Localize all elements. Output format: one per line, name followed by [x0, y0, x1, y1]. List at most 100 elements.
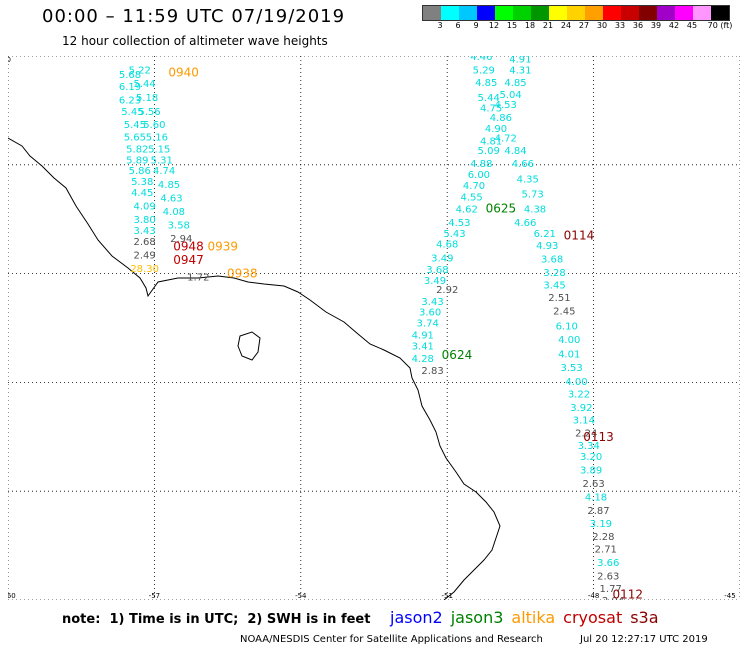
wave-height-value: 4.28 [412, 354, 434, 365]
wave-height-value: 4.46 [470, 56, 492, 63]
wave-height-value: 5.09 [478, 146, 500, 157]
colorbar-swatch [495, 6, 513, 20]
wave-height-value: 6.00 [468, 170, 490, 181]
colorbar-label: 30 [596, 21, 608, 30]
wave-height-value: 4.31 [509, 66, 531, 77]
wave-height-value: 4.00 [558, 335, 580, 346]
colorbar-label: 24 [560, 21, 572, 30]
wave-height-value: 4.75 [480, 104, 502, 115]
wave-height-value: 3.68 [541, 254, 563, 265]
colorbar-label: 33 [614, 21, 626, 30]
pass-time-label: 0938 [227, 267, 258, 281]
wave-height-value: 2.71 [595, 544, 617, 555]
wave-height-value: 5.18 [136, 93, 158, 104]
wave-height-value: 5.82 [126, 144, 148, 155]
colorbar-label: 12 [488, 21, 500, 30]
colorbar-swatch [441, 6, 459, 20]
wave-height-value: 4.85 [504, 78, 526, 89]
wave-height-value: 6.19 [119, 82, 141, 93]
wave-height-value: 4.85 [158, 180, 180, 191]
wave-height-value: 3.22 [568, 389, 590, 400]
wave-height-value: 2.28 [592, 532, 614, 543]
wave-height-value: 3.58 [168, 221, 190, 232]
wave-height-value: 5.43 [443, 229, 465, 240]
wave-height-value: 4.63 [160, 193, 182, 204]
pass-time-label: 0624 [442, 348, 473, 362]
wave-height-value: 4.66 [514, 218, 536, 229]
wave-height-value: 4.55 [460, 192, 482, 203]
wave-height-value: 5.60 [143, 120, 165, 131]
wave-height-value: 6.21 [534, 229, 556, 240]
legend-item-jason2: jason2 [390, 608, 443, 627]
wave-height-value: 5.29 [473, 66, 495, 77]
legend-item-s3a: s3a [630, 608, 659, 627]
wave-height-value: 4.85 [475, 78, 497, 89]
wave-height-value: 3.20 [580, 452, 602, 463]
pass-time-label: 0112 [612, 588, 643, 600]
wave-height-value: 1.72 [187, 272, 209, 283]
colorbar-label: 18 [524, 21, 536, 30]
wave-height-value: 3.60 [419, 308, 441, 319]
wave-height-value: 3.41 [412, 341, 434, 352]
colorbar-swatch [567, 6, 585, 20]
pass-time-label: 0114 [564, 229, 595, 243]
coastline [8, 137, 501, 600]
wave-height-value: 5.16 [146, 133, 168, 144]
wave-height-value: 3.19 [590, 519, 612, 530]
wave-height-value: 4.90 [485, 124, 507, 135]
wave-height-value: 5.89 [126, 155, 148, 166]
colorbar-label: 42 [668, 21, 680, 30]
wave-height-value: 2.63 [582, 479, 604, 490]
wave-height-value: 4.18 [585, 493, 607, 504]
colorbar-swatch [423, 6, 441, 20]
colorbar-swatch [531, 6, 549, 20]
wave-height-value: 4.70 [463, 181, 485, 192]
wave-height-value: 4.84 [504, 146, 526, 157]
colorbar-swatch [657, 6, 675, 20]
wave-height-value: 4.66 [512, 159, 534, 170]
wave-height-value: 5.31 [151, 155, 173, 166]
wave-height-value: 4.08 [163, 207, 185, 218]
wave-height-value: 2.68 [134, 237, 156, 248]
colorbar-swatch [621, 6, 639, 20]
wave-height-value: 3.92 [570, 403, 592, 414]
satellite-legend: jason2 jason3 altika cryosat s3a [390, 608, 667, 627]
wave-height-value: 3.89 [580, 465, 602, 476]
wave-height-value: 3.34 [578, 441, 600, 452]
wave-height-value: 4.88 [470, 159, 492, 170]
wave-height-value: 5.45 [121, 107, 143, 118]
island [237, 331, 261, 361]
pass-time-label: 0113 [583, 430, 614, 444]
colorbar-swatch [477, 6, 495, 20]
page-subtitle: 12 hour collection of altimeter wave hei… [62, 34, 328, 48]
wave-height-value: 4.53 [495, 100, 517, 111]
map-grid [8, 56, 740, 600]
wave-height-value: 2.94 [170, 234, 192, 245]
legend-item-cryosat: cryosat [563, 608, 623, 627]
lon-tick-label: -60 [8, 592, 16, 600]
colorbar-label: 9 [473, 21, 479, 30]
credit-text: NOAA/NESDIS Center for Satellite Applica… [240, 634, 543, 645]
footer-note: note: 1) Time is in UTC; 2) SWH is in fe… [62, 612, 371, 627]
wave-height-value: 4.91 [509, 56, 531, 66]
colorbar-swatch [549, 6, 567, 20]
legend-item-altika: altika [511, 608, 556, 627]
wave-height-value: 4.74 [153, 166, 175, 177]
colorbar-swatch [585, 6, 603, 20]
axis-ticks: -60-57-54-51-48-450246810 [8, 56, 736, 600]
colorbar-swatch [675, 6, 693, 20]
wave-height-value: 4.93 [536, 241, 558, 252]
lon-tick-label: -57 [149, 592, 160, 600]
pass-time-label: 0948 [173, 239, 204, 253]
wave-height-value: 5.22 [129, 66, 151, 77]
lon-tick-label: -51 [441, 592, 452, 600]
wave-height-value: 3.49 [424, 276, 446, 287]
legend-item-jason3: jason3 [450, 608, 504, 627]
lon-tick-label: -48 [588, 592, 599, 600]
colorbar-label: 3 [437, 21, 443, 30]
wave-height-map: -60-57-54-51-48-450246810 5.225.685.446.… [8, 56, 740, 600]
wave-height-value: 5.56 [138, 107, 160, 118]
wave-height-value: 4.72 [495, 134, 517, 145]
pass-time-label: 0939 [207, 239, 238, 253]
colorbar-swatch [603, 6, 621, 20]
